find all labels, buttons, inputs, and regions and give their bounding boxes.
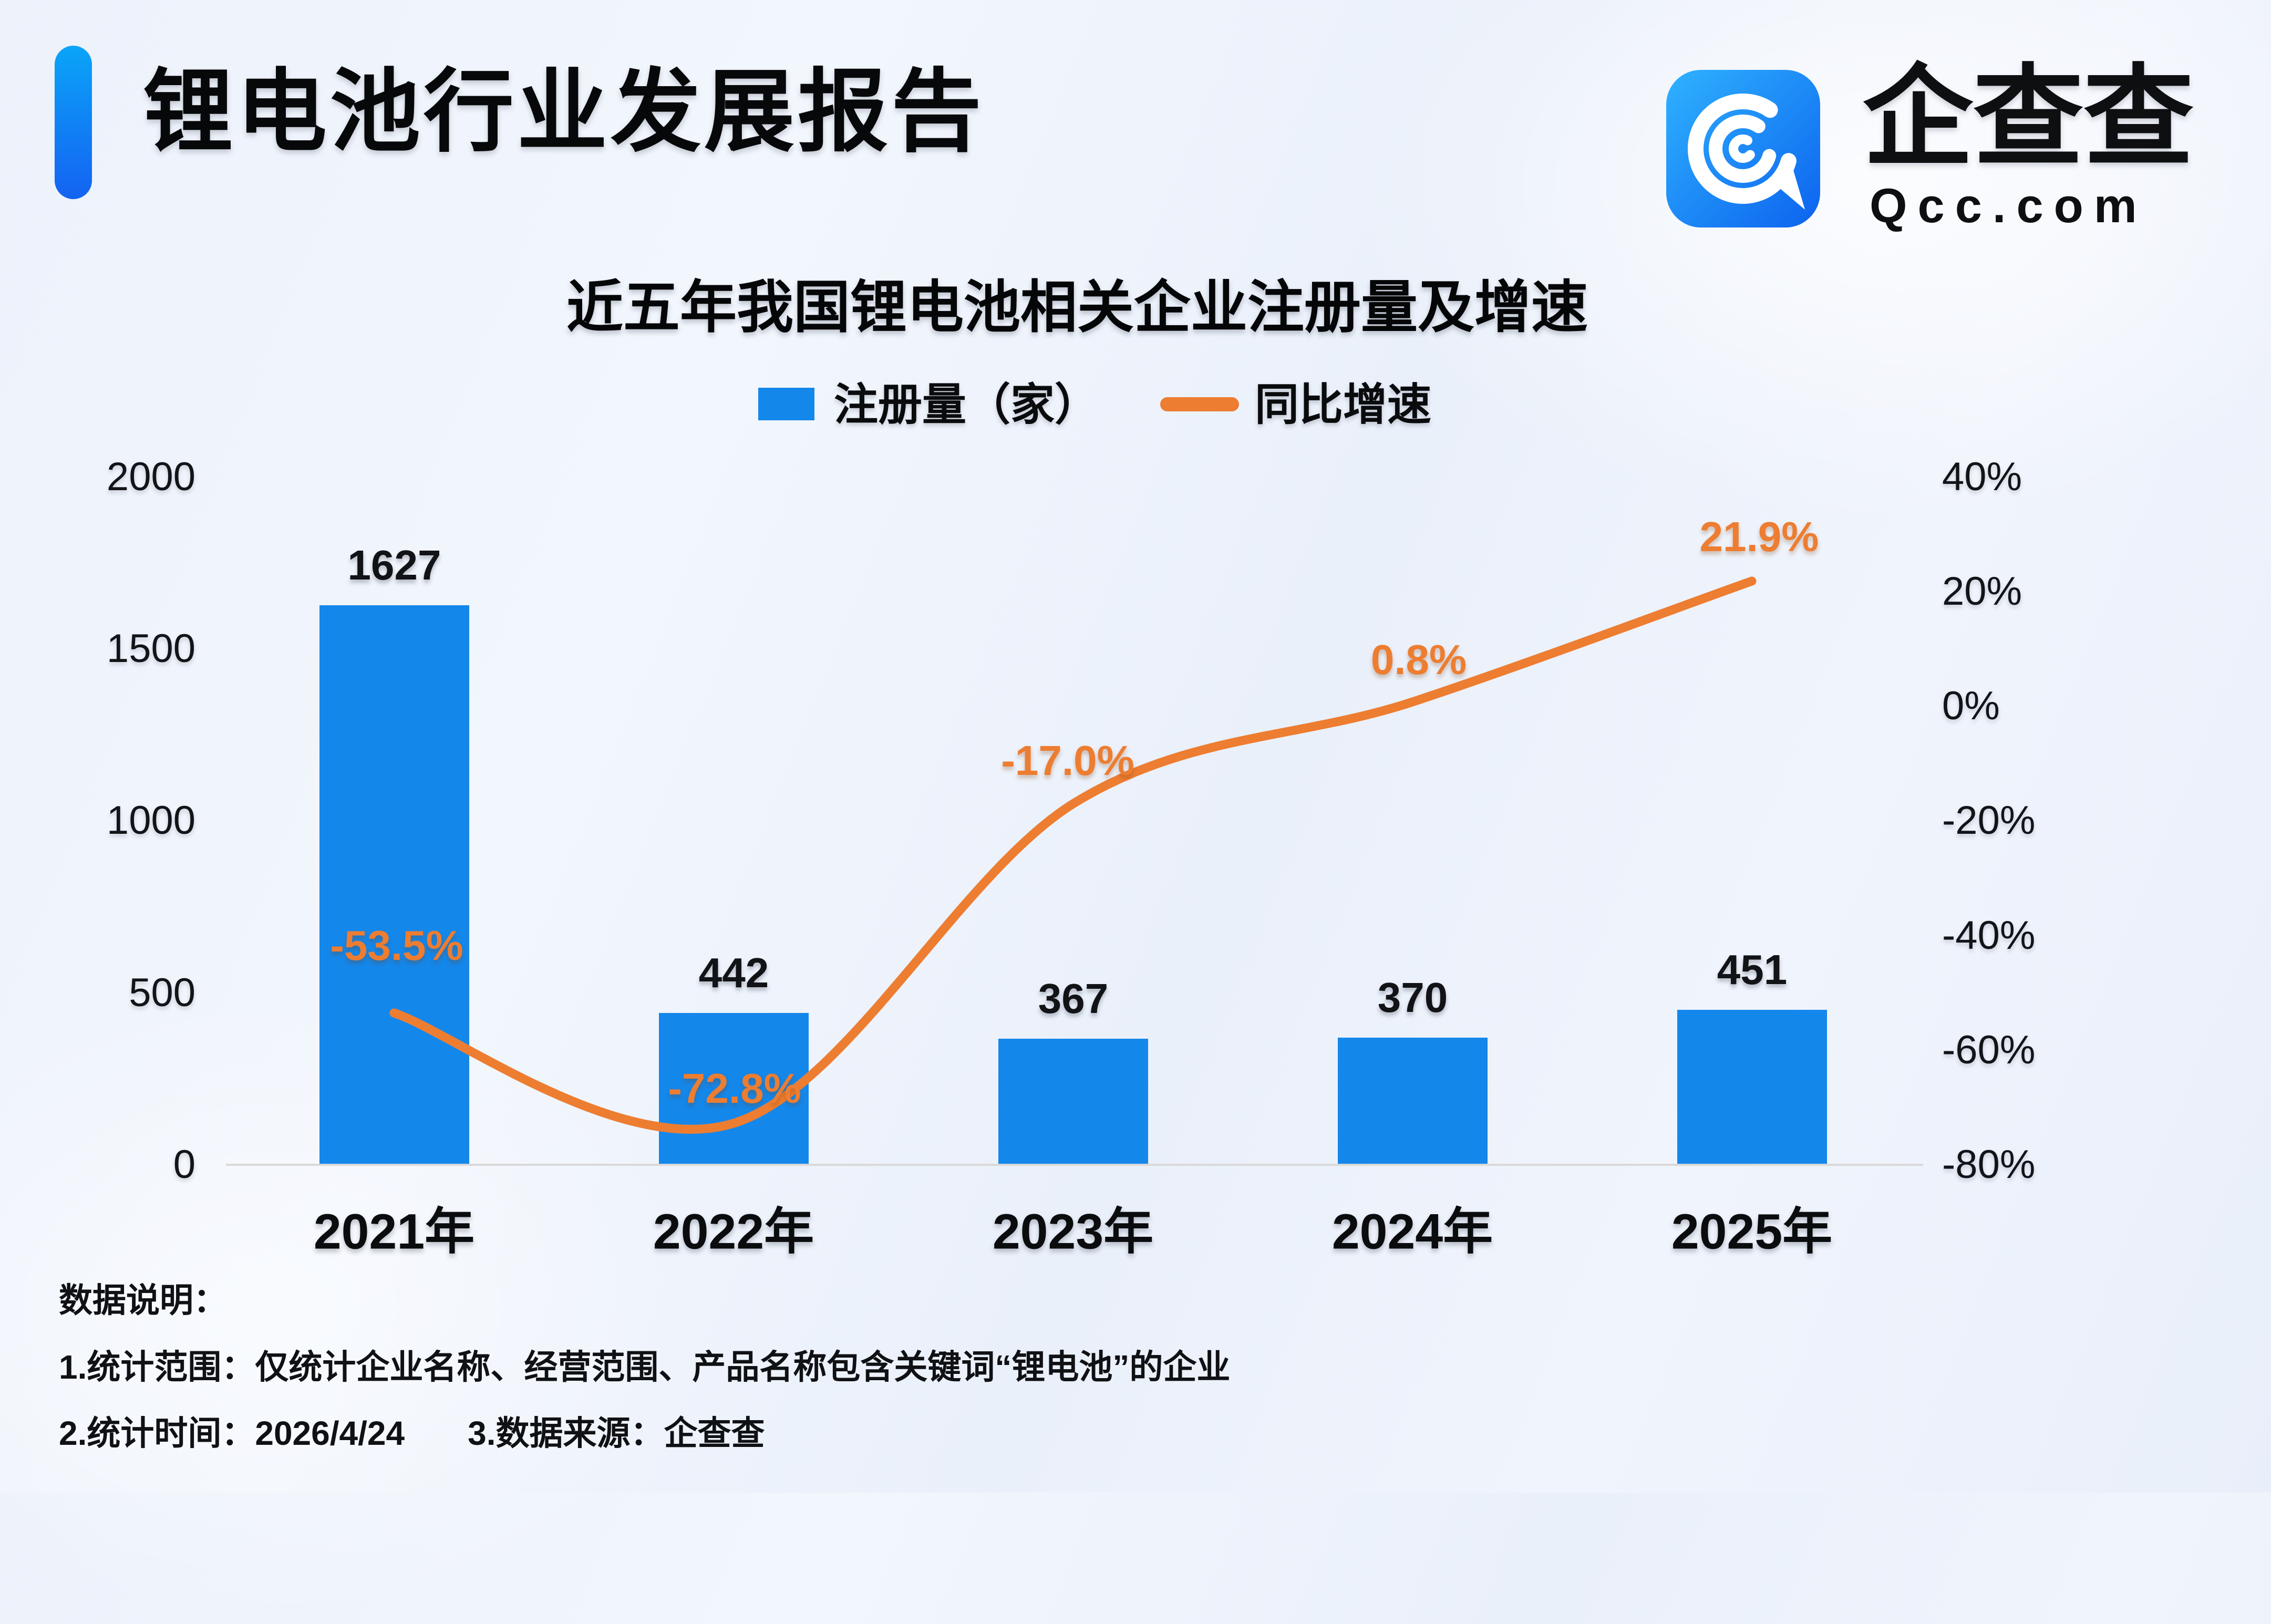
left-axis-tick: 0	[173, 1142, 195, 1187]
growth-line-path	[389, 576, 1757, 1134]
right-axis-tick: -20%	[1942, 798, 2036, 843]
footnote-heading: 数据说明：	[59, 1281, 227, 1319]
bar-2021: 1627	[319, 544, 469, 1165]
growth-label-2022: -72.8%	[668, 1065, 801, 1112]
growth-label-2021: -53.5%	[330, 922, 463, 969]
growth-label-2023: -17.0%	[1001, 737, 1134, 784]
line-legend-swatch-icon	[1160, 397, 1239, 411]
bar-2025: 451	[1677, 949, 1827, 1165]
left-axis-tick: 2000	[106, 454, 195, 499]
bar-2022: 442	[659, 952, 809, 1165]
bar-2023: 367	[998, 978, 1148, 1165]
report-title: 锂电池行业发展报告	[143, 61, 985, 162]
left-axis-tick: 1000	[106, 798, 195, 843]
right-axis-tick: -60%	[1942, 1028, 2036, 1072]
right-axis-tick: 40%	[1942, 454, 2022, 499]
bar-legend-label: 注册量（家）	[834, 380, 1099, 429]
right-axis-tick: 0%	[1942, 684, 2000, 728]
brand-domain: Qcc.com	[1870, 179, 2148, 233]
line-legend-label: 同比增速	[1255, 380, 1432, 429]
growth-label-2024: 0.8%	[1370, 636, 1467, 683]
x-axis-line	[226, 1164, 1923, 1166]
title-accent-bar	[55, 46, 92, 199]
left-axis-tick: 1500	[106, 626, 195, 671]
bar-value-2023: 367	[1038, 975, 1109, 1022]
bar-value-2021: 1627	[347, 542, 441, 588]
brand-name: 企查查	[1863, 56, 2194, 179]
bar-legend-swatch-icon	[758, 388, 814, 420]
footnote-scope: 1.统计范围：仅统计企业名称、经营范围、产品名称包含关键词“锂电池”的企业	[59, 1348, 1231, 1386]
x-label-2022: 2022年	[653, 1204, 814, 1260]
right-axis-tick: 20%	[1942, 569, 2022, 614]
x-label-2024: 2024年	[1331, 1204, 1493, 1260]
bar-2024: 370	[1338, 977, 1488, 1165]
footnote-time-source: 2.统计时间：2026/4/24 3.数据来源：企查查	[59, 1416, 765, 1450]
bar-value-2022: 442	[698, 949, 769, 996]
bar-value-2024: 370	[1377, 974, 1448, 1021]
growth-label-2025: 21.9%	[1699, 513, 1819, 560]
qcc-logo-icon	[1666, 70, 1820, 227]
footnote-time: 2.统计时间：2026/4/24	[59, 1414, 405, 1452]
x-label-2023: 2023年	[992, 1204, 1154, 1260]
chart-title: 近五年我国锂电池相关企业注册量及增速	[566, 275, 1588, 339]
left-axis-tick: 500	[129, 970, 195, 1015]
x-label-2021: 2021年	[313, 1204, 475, 1260]
right-axis-tick: -40%	[1942, 913, 2036, 958]
right-axis-tick: -80%	[1942, 1142, 2036, 1187]
footnote-source: 3.数据来源：企查查	[468, 1414, 765, 1452]
bar-value-2025: 451	[1717, 946, 1788, 993]
growth-line-chart	[389, 576, 1757, 1134]
x-label-2025: 2025年	[1671, 1204, 1833, 1260]
